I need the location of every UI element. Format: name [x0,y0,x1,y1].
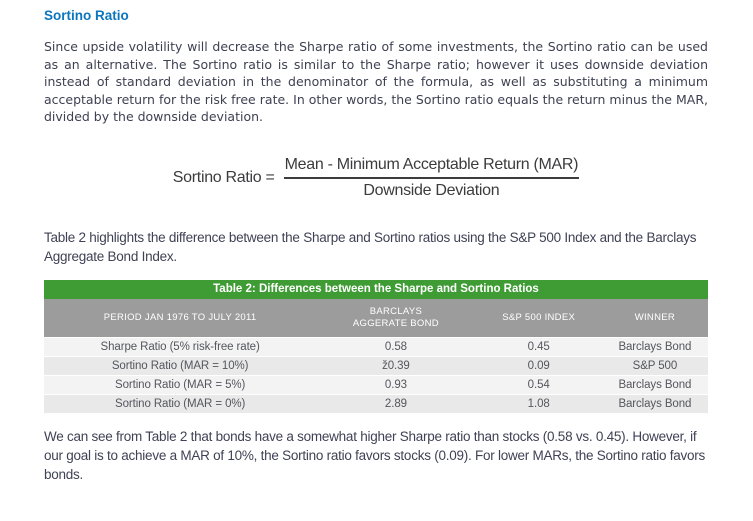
row-label: Sharpe Ratio (5% risk-free rate) [44,336,317,356]
winner-value: Barclays Bond [601,336,708,356]
barclays-value: 2.89 [316,393,476,413]
sp500-value: 1.08 [475,393,602,413]
row-label: Sortino Ratio (MAR = 10%) [44,355,317,375]
page-title: Sortino Ratio [44,8,129,23]
formula-fraction: Mean - Minimum Acceptable Return (MAR) D… [283,156,580,200]
formula-denominator: Downside Deviation [363,181,500,199]
row-label: Sortino Ratio (MAR = 0%) [44,393,317,413]
col-header-winner: WINNER [601,298,708,337]
winner-value: S&P 500 [601,355,708,375]
table-header-row: PERIOD JAN 1976 TO JULY 2011 BARCLAYS AG… [44,298,708,337]
table-row: Sortino Ratio (MAR = 0%) 2.89 1.08 Barcl… [44,393,708,413]
table-row: Sortino Ratio (MAR = 10%) ž0.39 0.09 S&P… [44,355,708,375]
formula-numerator: Mean - Minimum Acceptable Return (MAR) [283,156,580,179]
sp500-value: 0.45 [475,336,602,356]
sp500-value: 0.54 [475,374,602,394]
formula-lhs: Sortino Ratio = [172,168,275,186]
table-2: PERIOD JAN 1976 TO JULY 2011 BARCLAYS AG… [44,298,708,413]
col-header-barclays: BARCLAYS AGGERATE BOND [316,298,476,337]
conclusion-paragraph: We can see from Table 2 that bonds have … [44,428,706,482]
table-2-title: Table 2: Differences between the Sharpe … [44,279,708,299]
table-row: Sharpe Ratio (5% risk-free rate) 0.58 0.… [44,336,708,356]
barclays-value: 0.93 [316,374,476,394]
winner-value: Barclays Bond [601,393,708,413]
winner-value: Barclays Bond [601,374,708,394]
barclays-value: 0.58 [316,336,476,356]
sp500-value: 0.09 [475,355,602,375]
table-2-container: Table 2: Differences between the Sharpe … [44,279,708,413]
row-label: Sortino Ratio (MAR = 5%) [44,374,317,394]
sortino-formula: Sortino Ratio = Mean - Minimum Acceptabl… [44,156,708,200]
col-header-period: PERIOD JAN 1976 TO JULY 2011 [44,298,317,337]
document-page: Sortino Ratio Since upside volatility wi… [44,8,708,482]
table-row: Sortino Ratio (MAR = 5%) 0.93 0.54 Barcl… [44,374,708,394]
col-header-sp500: S&P 500 INDEX [475,298,602,337]
intro-paragraph: Since upside volatility will decrease th… [44,39,708,124]
barclays-value: ž0.39 [316,355,476,375]
table-intro-paragraph: Table 2 highlights the difference betwee… [44,229,697,264]
